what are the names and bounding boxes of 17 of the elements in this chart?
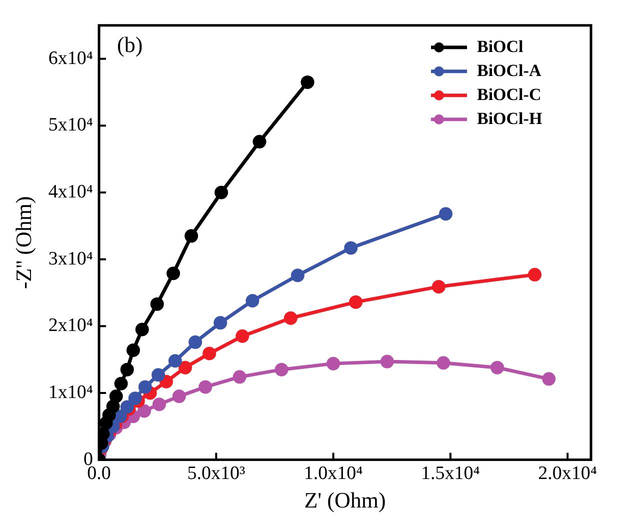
x-tick-label: 1.5x10⁴ (421, 463, 480, 484)
annotation: (b) (117, 32, 143, 58)
y-tick-label: 1x10⁴ (48, 382, 94, 403)
legend-label: BiOCl (477, 36, 524, 56)
legend-label: BiOCl-C (477, 84, 542, 104)
y-tick-label: 6x10⁴ (48, 48, 94, 69)
y-axis-title: -Z'' (Ohm) (10, 196, 36, 290)
x-tick-label: 5.0x10³ (187, 463, 246, 484)
legend-label: BiOCl-A (477, 60, 542, 80)
x-tick-label: 1.0x10⁴ (304, 463, 364, 484)
y-tick-label: 5x10⁴ (48, 114, 94, 136)
x-axis-title: Z' (Ohm) (304, 488, 386, 513)
x-tick-label: 2.0x10⁴ (538, 463, 598, 484)
y-tick-label: 3x10⁴ (48, 248, 94, 270)
y-tick-label: 2x10⁴ (48, 315, 94, 336)
legend-label: BiOCl-H (477, 108, 542, 128)
y-tick-label: 4x10⁴ (48, 181, 94, 202)
